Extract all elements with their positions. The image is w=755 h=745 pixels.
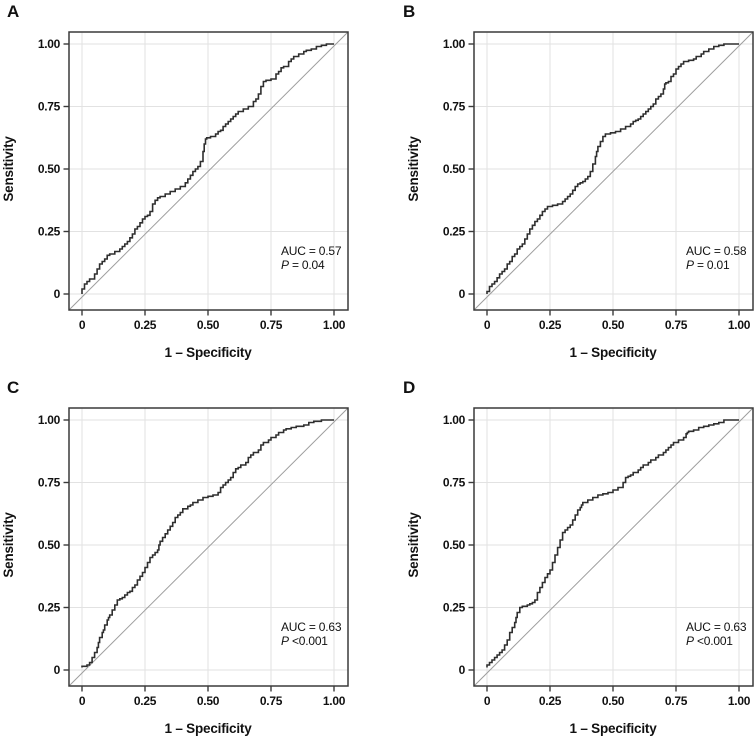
y-tick-label: 0 bbox=[54, 287, 61, 301]
x-tick-label: 0 bbox=[79, 694, 86, 708]
reference-diagonal-line bbox=[473, 407, 754, 687]
y-tick-label: 0.25 bbox=[38, 225, 61, 239]
y-tick-label: 0.75 bbox=[443, 476, 466, 490]
roc-chart-a: 0 0.25 0.50 0.75 1.00 0 0.25 0.50 0.75 1.00 1 – Sp… bbox=[1, 31, 349, 360]
x-tick-label: 0 bbox=[484, 694, 491, 708]
x-tick-label: 0.25 bbox=[539, 318, 562, 332]
x-tick-label: 1.00 bbox=[728, 318, 751, 332]
y-tick-label: 0.75 bbox=[443, 100, 466, 114]
x-tick-label: 0.25 bbox=[134, 318, 157, 332]
roc-chart-c: 0 0.25 0.50 0.75 1.00 0 0.25 0.50 0.75 1.00 1 – Sp… bbox=[1, 407, 349, 736]
reference-diagonal-line bbox=[473, 31, 754, 311]
x-tick-label: 0.50 bbox=[602, 694, 625, 708]
y-tick-label: 0.50 bbox=[38, 538, 61, 552]
panel-d: D 0 0.25 0.50 0.75 1.00 0 0.25 0.50 0.75 1.00 1 – … bbox=[378, 376, 755, 745]
auc-annotation: AUC = 0.63 bbox=[281, 620, 342, 634]
x-tick-label: 0.25 bbox=[134, 694, 157, 708]
y-tick-label: 0 bbox=[459, 287, 466, 301]
panel-b: B 0 0.25 0.50 0.75 1.00 0 0.25 0.50 0.75 1.00 1 – … bbox=[378, 0, 755, 376]
x-tick-label: 1.00 bbox=[728, 694, 751, 708]
roc-curve bbox=[81, 43, 334, 294]
x-tick-label: 0.75 bbox=[260, 694, 283, 708]
x-tick-label: 0 bbox=[484, 318, 491, 332]
y-tick-label: 0.25 bbox=[443, 601, 466, 615]
roc-curve bbox=[486, 419, 739, 668]
auc-annotation: AUC = 0.58 bbox=[686, 244, 747, 258]
x-tick-label: 0.75 bbox=[260, 318, 283, 332]
y-tick-label: 1.00 bbox=[38, 413, 61, 427]
panel-c-label: C bbox=[7, 378, 20, 397]
roc-chart-b: 0 0.25 0.50 0.75 1.00 0 0.25 0.50 0.75 1.00 1 – Sp… bbox=[406, 31, 754, 360]
auc-annotation: AUC = 0.57 bbox=[281, 244, 342, 258]
x-axis-title: 1 – Specificity bbox=[569, 345, 657, 360]
reference-diagonal-line bbox=[68, 31, 349, 311]
y-tick-label: 0.75 bbox=[38, 100, 61, 114]
y-tick-label: 0.25 bbox=[443, 225, 466, 239]
roc-chart-d: 0 0.25 0.50 0.75 1.00 0 0.25 0.50 0.75 1.00 1 – Sp… bbox=[406, 407, 754, 736]
p-value-annotation: P = 0.01 bbox=[686, 258, 730, 272]
p-value-annotation: P <0.001 bbox=[686, 634, 733, 648]
y-tick-label: 0.50 bbox=[443, 162, 466, 176]
x-tick-label: 0.75 bbox=[665, 694, 688, 708]
reference-diagonal-line bbox=[68, 407, 349, 687]
x-tick-label: 0 bbox=[79, 318, 86, 332]
p-value-annotation: P = 0.04 bbox=[281, 258, 325, 272]
x-tick-label: 0.75 bbox=[665, 318, 688, 332]
y-tick-label: 1.00 bbox=[38, 37, 61, 51]
y-tick-label: 1.00 bbox=[443, 37, 466, 51]
panel-d-label: D bbox=[403, 378, 416, 397]
panel-a: A 0 0.25 0.50 0.75 1.00 0 0.25 0.50 0.75 1.00 1 – … bbox=[0, 0, 377, 376]
x-tick-label: 0.50 bbox=[197, 318, 220, 332]
x-axis-title: 1 – Specificity bbox=[164, 721, 252, 736]
y-tick-label: 1.00 bbox=[443, 413, 466, 427]
x-tick-label: 1.00 bbox=[323, 318, 346, 332]
y-tick-label: 0.50 bbox=[38, 162, 61, 176]
auc-annotation: AUC = 0.63 bbox=[686, 620, 747, 634]
y-tick-label: 0.50 bbox=[443, 538, 466, 552]
x-axis-title: 1 – Specificity bbox=[164, 345, 252, 360]
panel-c: C 0 0.25 0.50 0.75 1.00 0 0.25 0.50 0.75 1.00 1 – … bbox=[0, 376, 377, 745]
y-tick-label: 0 bbox=[459, 663, 466, 677]
y-axis-title: Sensitivity bbox=[1, 512, 16, 578]
roc-curve bbox=[486, 43, 739, 294]
y-axis-title: Sensitivity bbox=[406, 512, 421, 578]
y-tick-label: 0 bbox=[54, 663, 61, 677]
x-axis-title: 1 – Specificity bbox=[569, 721, 657, 736]
panel-b-label: B bbox=[403, 2, 416, 21]
p-value-annotation: P <0.001 bbox=[281, 634, 328, 648]
x-tick-label: 1.00 bbox=[323, 694, 346, 708]
roc-curve bbox=[81, 419, 334, 668]
panel-a-label: A bbox=[7, 2, 20, 21]
x-tick-label: 0.25 bbox=[539, 694, 562, 708]
x-tick-label: 0.50 bbox=[197, 694, 220, 708]
y-axis-title: Sensitivity bbox=[1, 136, 16, 202]
y-tick-label: 0.75 bbox=[38, 476, 61, 490]
y-axis-title: Sensitivity bbox=[406, 136, 421, 202]
y-tick-label: 0.25 bbox=[38, 601, 61, 615]
x-tick-label: 0.50 bbox=[602, 318, 625, 332]
